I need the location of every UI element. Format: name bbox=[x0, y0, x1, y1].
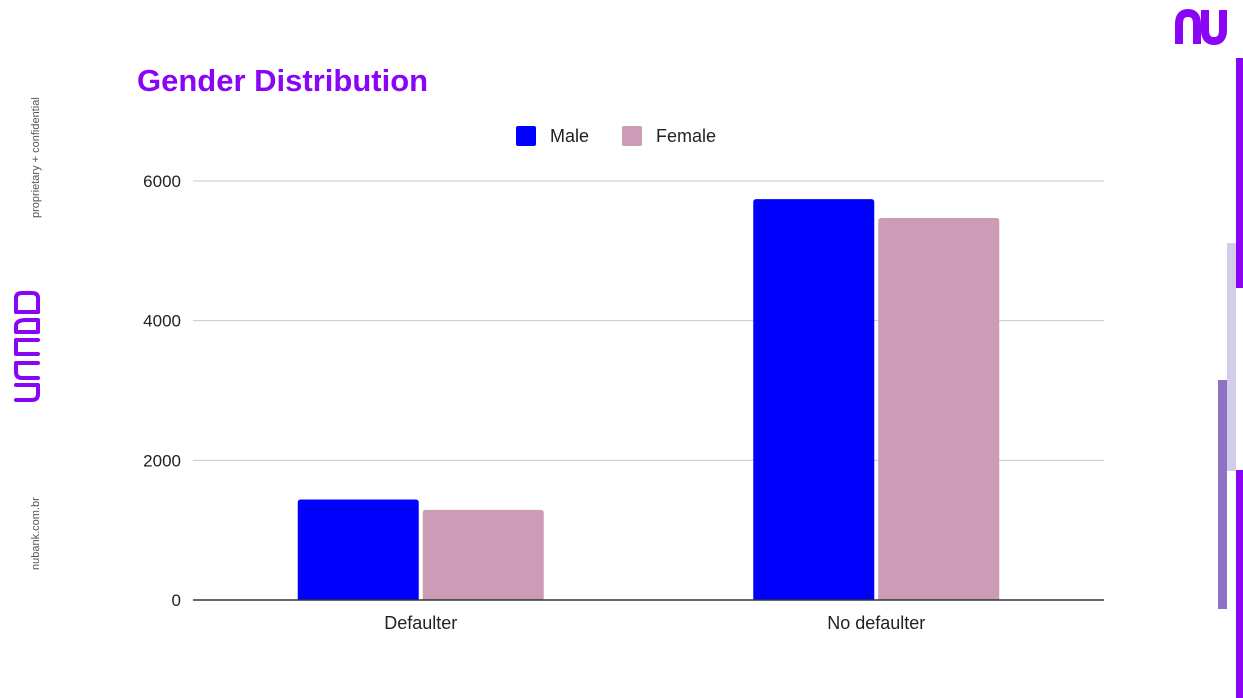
x-tick-label: No defaulter bbox=[827, 613, 925, 633]
y-tick-label: 4000 bbox=[143, 312, 181, 331]
legend-swatch-male bbox=[516, 126, 536, 146]
nucard-logo-icon bbox=[14, 291, 40, 402]
bar-male-defaulter bbox=[297, 499, 419, 600]
bar-male-no-defaulter bbox=[753, 199, 875, 600]
chart-title: Gender Distribution bbox=[137, 63, 429, 98]
legend-swatch-female bbox=[622, 126, 642, 146]
y-tick-label: 0 bbox=[172, 591, 181, 610]
x-tick-label: Defaulter bbox=[384, 613, 457, 633]
brand-stripe-mid bbox=[1218, 380, 1227, 609]
brand-stripe-top bbox=[1236, 58, 1243, 288]
legend-label-female: Female bbox=[656, 126, 716, 146]
legend-label-male: Male bbox=[550, 126, 589, 146]
y-tick-label: 2000 bbox=[143, 451, 181, 470]
bar-female-no-defaulter bbox=[878, 218, 1000, 601]
nu-logo-icon bbox=[1175, 8, 1227, 46]
bar-female-defaulter bbox=[422, 509, 544, 600]
y-tick-label: 6000 bbox=[143, 172, 181, 191]
brand-stripe-bottom bbox=[1236, 470, 1243, 698]
brand-stripe-light bbox=[1227, 243, 1236, 471]
